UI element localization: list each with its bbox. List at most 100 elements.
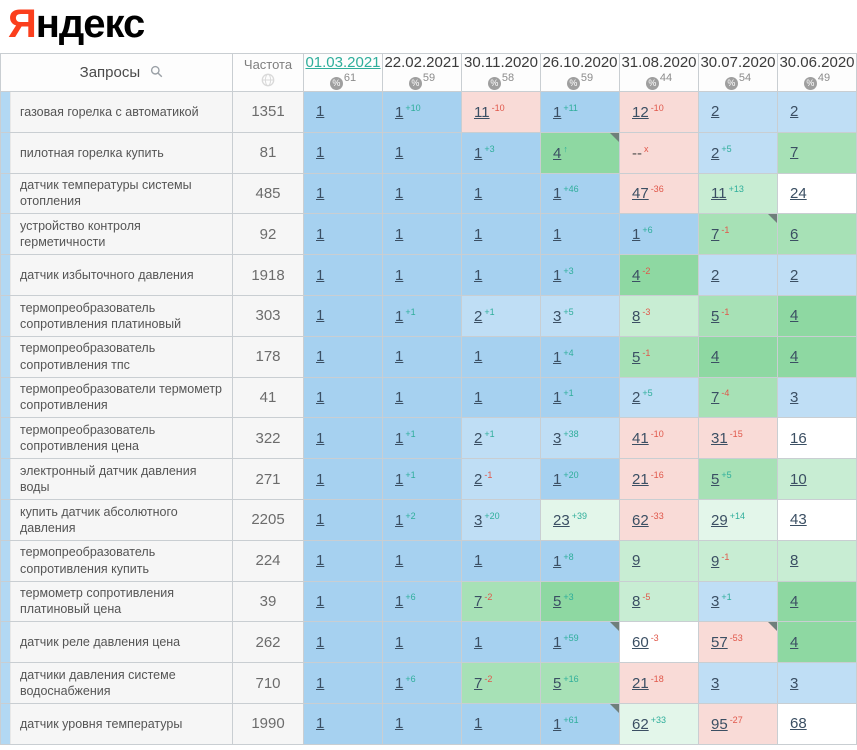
position-link[interactable]: 1 — [395, 388, 404, 406]
position-link[interactable]: 1 — [395, 184, 404, 202]
position-link[interactable]: 1 — [474, 552, 483, 570]
position-link[interactable]: 5 — [711, 471, 720, 489]
position-link[interactable]: 62 — [632, 511, 649, 529]
position-link[interactable]: 8 — [632, 307, 641, 325]
position-link[interactable]: 1 — [395, 675, 404, 693]
position-link[interactable]: 1 — [474, 633, 483, 651]
query-cell[interactable]: пилотная горелка купить — [0, 131, 233, 174]
position-link[interactable]: 2 — [711, 144, 720, 162]
query-cell[interactable]: газовая горелка с автоматикой — [0, 91, 233, 133]
query-cell[interactable]: датчик реле давления цена — [0, 621, 233, 664]
position-link[interactable]: 1 — [474, 388, 483, 406]
date-link[interactable]: 30.06.2020 — [779, 53, 855, 71]
position-link[interactable]: 5 — [553, 593, 562, 611]
position-link[interactable]: 1 — [553, 103, 562, 121]
position-link[interactable]: 1 — [553, 225, 562, 243]
position-link[interactable]: 7 — [711, 389, 720, 407]
query-cell[interactable]: термопреобразователь сопротивления плати… — [0, 294, 233, 337]
position-link[interactable]: 1 — [474, 266, 483, 284]
position-link[interactable]: 1 — [316, 674, 325, 692]
position-link[interactable]: 10 — [790, 470, 807, 488]
position-link[interactable]: 1 — [395, 633, 404, 651]
position-link[interactable]: 5 — [553, 675, 562, 693]
date-link[interactable]: 22.02.2021 — [384, 53, 460, 71]
position-link[interactable]: 1 — [395, 225, 404, 243]
position-link[interactable]: 95 — [711, 715, 728, 733]
position-link[interactable]: 4 — [711, 348, 720, 366]
position-link[interactable]: 1 — [474, 144, 483, 162]
position-link[interactable]: 1 — [316, 144, 325, 162]
date-column-header[interactable]: 30.07.2020% 54 — [698, 53, 778, 92]
date-link[interactable]: 30.11.2020 — [464, 53, 538, 71]
position-link[interactable]: 1 — [553, 348, 562, 366]
position-link[interactable]: 62 — [632, 715, 649, 733]
position-link[interactable]: 5 — [711, 307, 720, 325]
position-link[interactable]: 1 — [316, 225, 325, 243]
position-link[interactable]: 21 — [632, 675, 649, 693]
date-column-header[interactable]: 30.06.2020% 49 — [777, 53, 857, 92]
position-link[interactable]: 60 — [632, 634, 649, 652]
position-link[interactable]: 1 — [316, 552, 325, 570]
position-link[interactable]: 9 — [632, 552, 641, 570]
position-link[interactable]: 1 — [316, 348, 325, 366]
position-link[interactable]: 1 — [395, 144, 404, 162]
query-cell[interactable]: термопреобразователь сопротивления цена — [0, 417, 233, 460]
position-link[interactable]: 3 — [790, 674, 799, 692]
query-cell[interactable]: термометр сопротивления платиновый цена — [0, 580, 233, 623]
position-link[interactable]: 43 — [790, 511, 807, 529]
position-link[interactable]: 1 — [316, 103, 325, 121]
position-link[interactable]: 1 — [395, 348, 404, 366]
position-link[interactable]: 1 — [474, 348, 483, 366]
position-link[interactable]: 7 — [711, 226, 720, 244]
position-link[interactable]: 4 — [790, 633, 799, 651]
query-cell[interactable]: термопреобразователи термометр сопротивл… — [0, 376, 233, 419]
query-cell[interactable]: устройство контроля герметичности — [0, 213, 233, 256]
position-link[interactable]: 12 — [632, 103, 649, 121]
position-link[interactable]: 23 — [553, 511, 570, 529]
position-link[interactable]: 2 — [474, 307, 483, 325]
position-link[interactable]: 1 — [395, 471, 404, 489]
query-cell[interactable]: термопреобразователь сопротивления тпс — [0, 335, 233, 378]
position-link[interactable]: 1 — [395, 103, 404, 121]
position-link[interactable]: 2 — [790, 266, 799, 284]
position-link[interactable]: 3 — [790, 388, 799, 406]
date-column-header[interactable]: 01.03.2021% 61 — [303, 53, 383, 92]
position-link[interactable]: 11 — [711, 185, 727, 203]
position-link[interactable]: 68 — [790, 715, 807, 733]
position-link[interactable]: 1 — [316, 470, 325, 488]
position-link[interactable]: 1 — [395, 307, 404, 325]
position-link[interactable]: 4 — [790, 348, 799, 366]
position-link[interactable]: 16 — [790, 429, 807, 447]
position-link[interactable]: 8 — [632, 593, 641, 611]
position-link[interactable]: 2 — [474, 471, 483, 489]
position-link[interactable]: 4 — [632, 267, 641, 285]
position-link[interactable]: 1 — [316, 266, 325, 284]
date-column-header[interactable]: 26.10.2020% 59 — [540, 53, 620, 92]
date-link[interactable]: 31.08.2020 — [621, 53, 697, 71]
position-link[interactable]: 29 — [711, 511, 728, 529]
position-link[interactable]: 1 — [395, 593, 404, 611]
position-link[interactable]: 1 — [474, 225, 483, 243]
position-link[interactable]: 1 — [553, 471, 562, 489]
position-link[interactable]: 1 — [395, 266, 404, 284]
position-link[interactable]: 3 — [553, 307, 562, 325]
position-link[interactable]: 3 — [474, 511, 483, 529]
query-cell[interactable]: датчик температуры системы отопления — [0, 172, 233, 215]
position-link[interactable]: 2 — [711, 103, 720, 121]
position-link[interactable]: 1 — [553, 389, 562, 407]
date-link[interactable]: 01.03.2021 — [305, 53, 381, 71]
position-link[interactable]: 2 — [711, 266, 720, 284]
position-link[interactable]: 1 — [316, 429, 325, 447]
position-link[interactable]: 7 — [474, 675, 483, 693]
date-column-header[interactable]: 31.08.2020% 44 — [619, 53, 699, 92]
position-link[interactable]: 2 — [632, 389, 641, 407]
position-link[interactable]: 1 — [395, 511, 404, 529]
date-column-header[interactable]: 22.02.2021% 59 — [382, 53, 462, 92]
position-link[interactable]: 21 — [632, 471, 649, 489]
position-link[interactable]: 4 — [790, 592, 799, 610]
position-link[interactable]: 3 — [711, 593, 720, 611]
position-link[interactable]: 41 — [632, 430, 649, 448]
position-link[interactable]: 1 — [395, 430, 404, 448]
position-link[interactable]: 11 — [474, 103, 490, 121]
date-link[interactable]: 30.07.2020 — [700, 53, 776, 71]
